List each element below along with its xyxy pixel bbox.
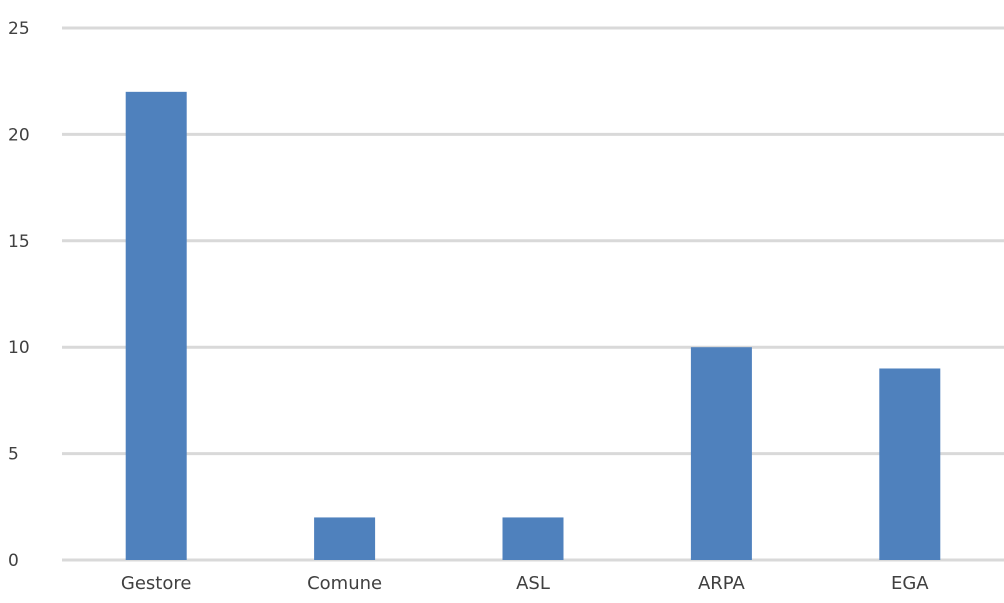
bar-arpa [690, 347, 752, 560]
y-tick-label: 20 [8, 125, 30, 145]
x-category-label: ARPA [698, 573, 746, 594]
y-tick-label: 5 [8, 445, 19, 465]
bar-asl [502, 517, 564, 560]
bar-ega [879, 368, 941, 560]
x-category-label: Gestore [121, 573, 192, 594]
y-tick-label: 25 [8, 19, 30, 39]
y-axis-tick-labels: 0 5 10 15 20 25 [8, 19, 30, 571]
y-tick-label: 15 [8, 232, 30, 252]
y-tick-label: 10 [8, 338, 30, 358]
x-axis-category-labels: Gestore Comune ASL ARPA EGA [121, 573, 929, 594]
y-tick-label: 0 [8, 551, 19, 571]
x-category-label: Comune [307, 573, 382, 594]
bars [125, 91, 941, 560]
x-category-label: EGA [891, 573, 929, 594]
x-category-label: ASL [516, 573, 550, 594]
bar-comune [314, 517, 376, 560]
gridlines [62, 26, 1004, 562]
bar-gestore [125, 91, 187, 560]
